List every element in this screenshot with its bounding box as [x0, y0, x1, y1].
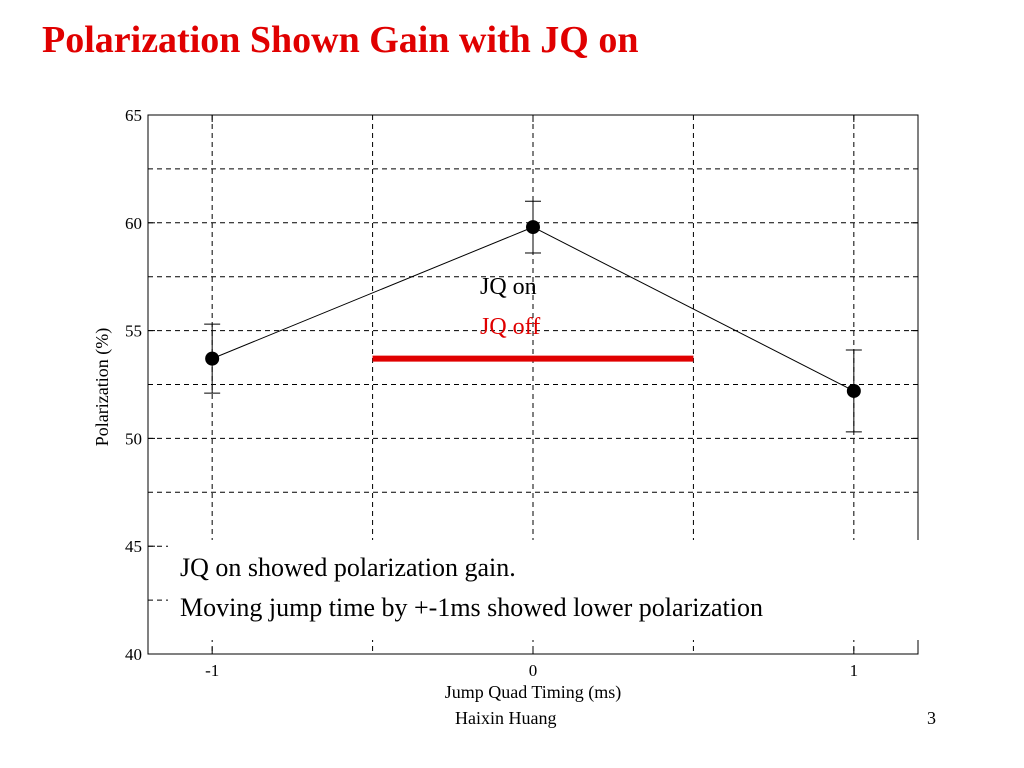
y-tick-label: 45: [125, 537, 142, 556]
x-axis-label: Jump Quad Timing (ms): [445, 682, 622, 703]
y-tick-label: 55: [125, 322, 142, 341]
x-tick-label: 1: [850, 661, 859, 680]
axis-ticks: 40 45 50 55 60 65 -1 0 1: [125, 106, 918, 680]
y-tick-label: 65: [125, 106, 142, 125]
y-axis-label: Polarization (%): [92, 328, 113, 446]
notes-box: JQ on showed polarization gain. Moving j…: [168, 540, 958, 640]
data-point-jq-on: [526, 220, 540, 235]
x-tick-label: -1: [205, 661, 219, 680]
page-number: 3: [927, 708, 936, 728]
y-tick-label: 40: [125, 645, 142, 664]
data-point-jq-on: [846, 383, 861, 398]
x-tick-label: 0: [529, 661, 538, 680]
y-tick-label: 50: [125, 429, 142, 448]
slide-title: Polarization Shown Gain with JQ on: [42, 19, 639, 61]
legend-jq-off: JQ off: [480, 314, 540, 340]
note-line-timing: Moving jump time by +-1ms showed lower p…: [180, 593, 763, 622]
footer-author: Haixin Huang: [455, 708, 557, 728]
note-line-gain: JQ on showed polarization gain.: [180, 553, 516, 582]
data-point-jq-on: [205, 351, 220, 366]
data-series: [204, 200, 862, 433]
y-tick-label: 60: [125, 214, 142, 233]
legend-jq-on: JQ on: [480, 274, 537, 300]
